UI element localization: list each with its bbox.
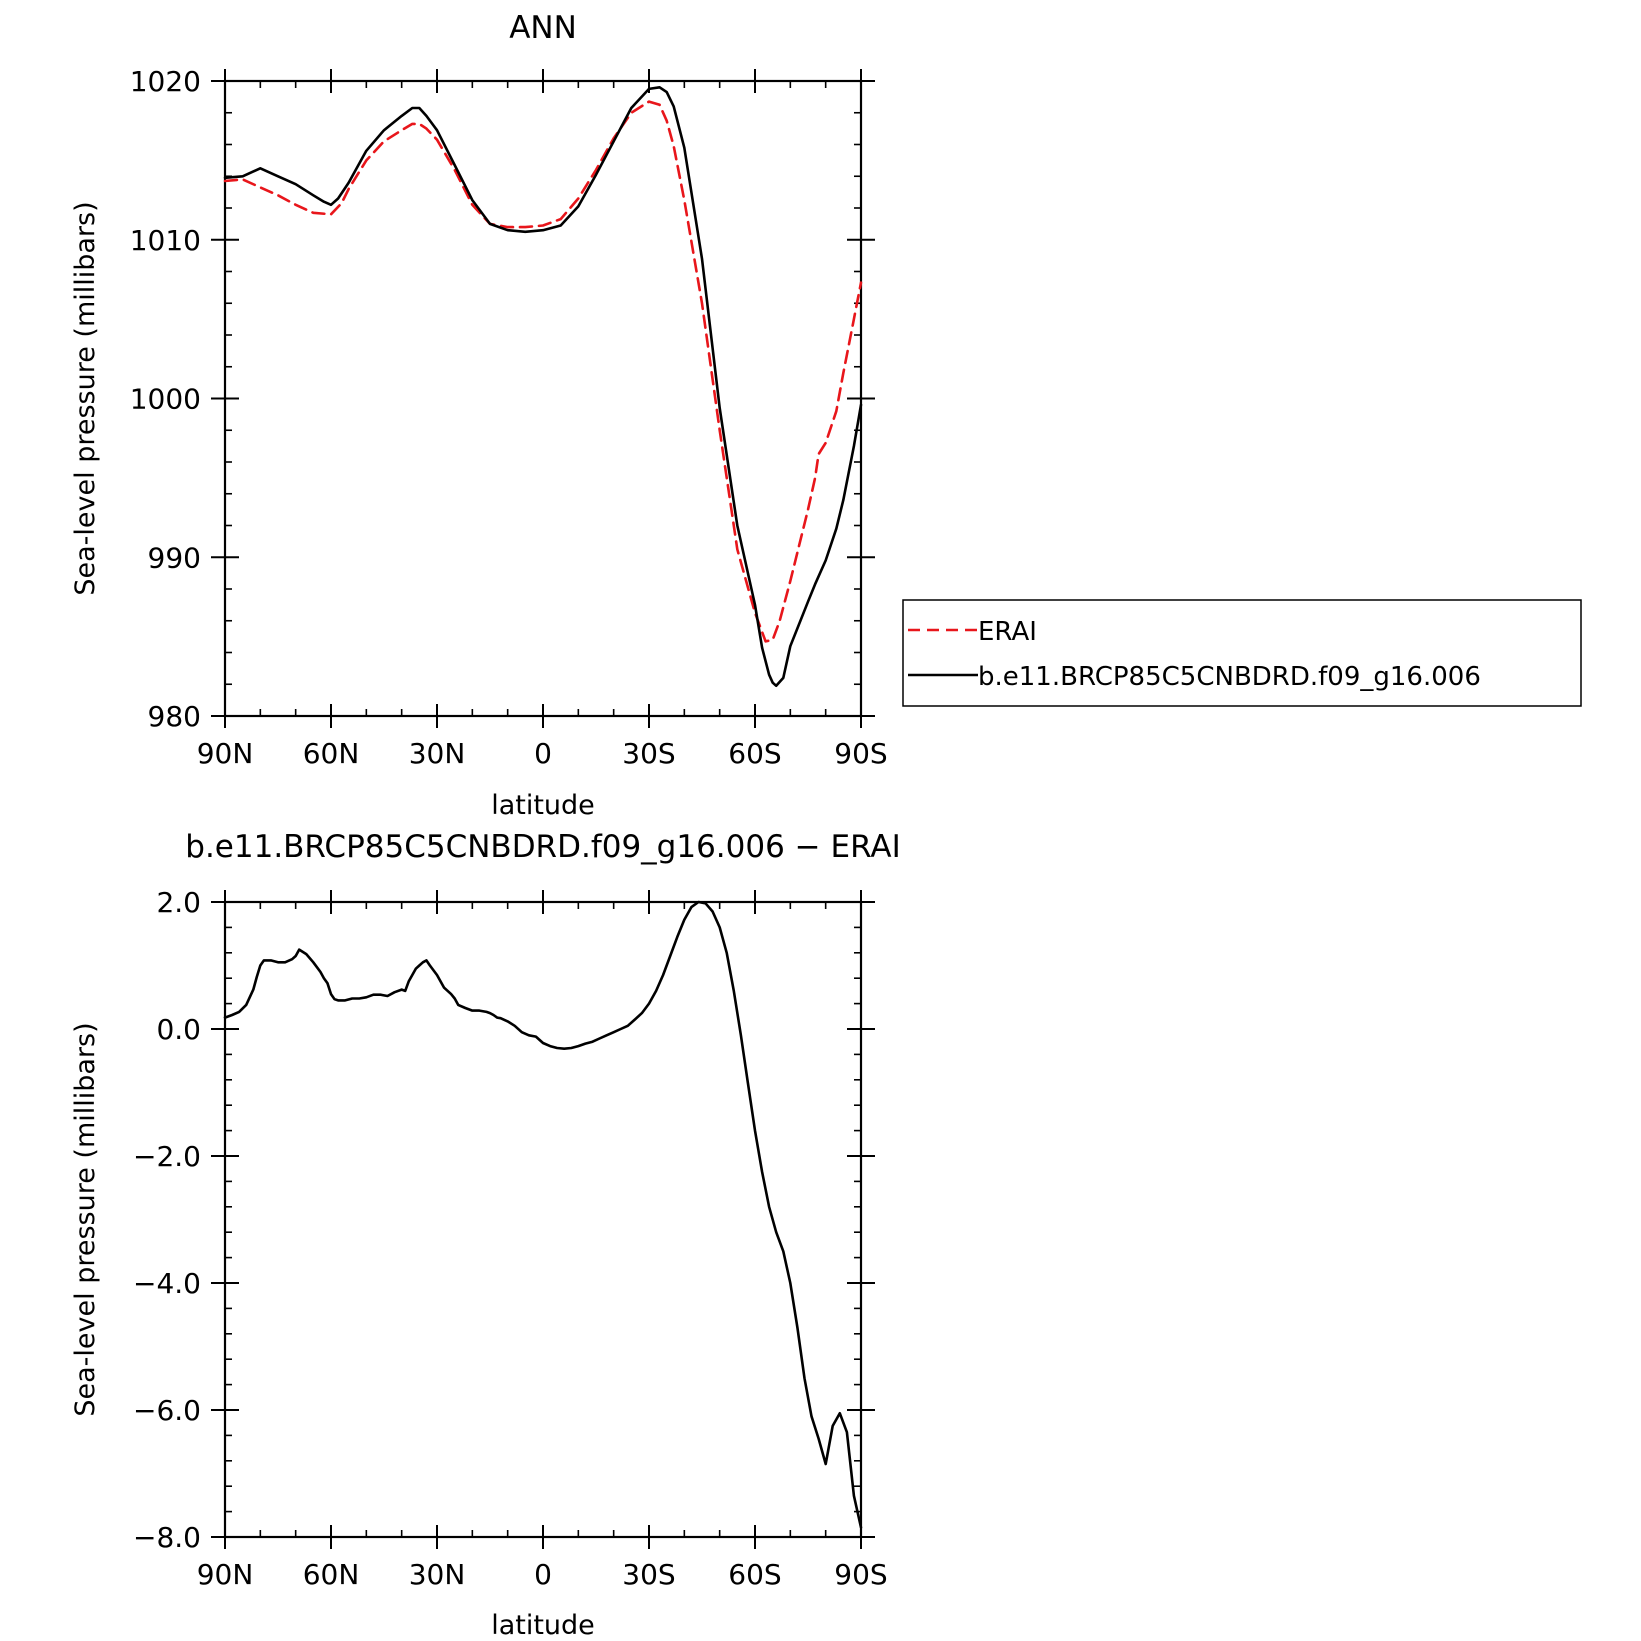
legend: ERAI b.e11.BRCP85C5CNBDRD.f09_g16.006 — [902, 599, 1582, 707]
x-tick-label: 90S — [834, 1558, 887, 1591]
x-tick-label: 90S — [834, 737, 887, 770]
difference-line — [223, 900, 863, 1529]
x-tick-label: 60N — [303, 737, 360, 770]
x-tick-label: 30N — [409, 1558, 466, 1591]
y-tick-label: −2.0 — [133, 1140, 201, 1173]
series-lines — [223, 86, 863, 688]
x-tick-labels: 90N 60N 30N 0 30S 60S 90S — [197, 737, 888, 770]
y-tick-label: 990 — [148, 541, 201, 574]
y-tick-label: 0.0 — [156, 1013, 201, 1046]
x-tick-label: 60S — [728, 1558, 781, 1591]
plot-frame — [223, 900, 863, 1539]
y-axis-label: Sea-level pressure (millibars) — [70, 1022, 101, 1416]
legend-label-model: b.e11.BRCP85C5CNBDRD.f09_g16.006 — [978, 662, 1481, 692]
y-tick-label: 1020 — [130, 65, 201, 98]
x-tick-label: 30S — [622, 1558, 675, 1591]
x-tick-label: 90N — [197, 737, 254, 770]
series-line-erai — [223, 100, 863, 643]
y-axis-label: Sea-level pressure (millibars) — [70, 201, 101, 595]
y-tick-label: −4.0 — [133, 1267, 201, 1300]
difference-panel: b.e11.BRCP85C5CNBDRD.f09_g16.006 − ERAI … — [70, 829, 901, 1641]
x-tick-label: 30N — [409, 737, 466, 770]
x-axis-label: latitude — [491, 790, 595, 821]
x-tick-label: 0 — [534, 1558, 552, 1591]
series-lines — [223, 900, 863, 1529]
y-tick-label: 1010 — [130, 224, 201, 257]
plot-frame — [223, 79, 863, 718]
panel-title: ANN — [509, 10, 577, 46]
y-tick-label: 1000 — [130, 383, 201, 416]
x-tick-label: 0 — [534, 737, 552, 770]
y-tick-label: −8.0 — [133, 1521, 201, 1554]
x-tick-label: 30S — [622, 737, 675, 770]
y-tick-labels: 980 990 1000 1010 1020 — [130, 65, 201, 733]
legend-box — [902, 599, 1582, 707]
x-axis-label: latitude — [491, 1610, 595, 1641]
y-tick-label: −6.0 — [133, 1394, 201, 1427]
y-tick-label: 980 — [148, 700, 201, 733]
panel-title: b.e11.BRCP85C5CNBDRD.f09_g16.006 − ERAI — [185, 829, 900, 865]
x-tick-label: 60N — [303, 1558, 360, 1591]
x-tick-labels: 90N 60N 30N 0 30S 60S 90S — [197, 1558, 888, 1591]
sea-level-pressure-panel: ANN 90N 60N 30N 0 30S 60S 90S 980 990 1000 1010 10… — [70, 10, 1582, 821]
series-line-model — [223, 86, 863, 688]
x-tick-label: 60S — [728, 737, 781, 770]
axis-ticks — [211, 890, 875, 1549]
x-tick-label: 90N — [197, 1558, 254, 1591]
y-tick-labels: −8.0 −6.0 −4.0 −2.0 0.0 2.0 — [133, 886, 201, 1554]
y-tick-label: 2.0 — [156, 886, 201, 919]
legend-label-erai: ERAI — [978, 617, 1037, 647]
